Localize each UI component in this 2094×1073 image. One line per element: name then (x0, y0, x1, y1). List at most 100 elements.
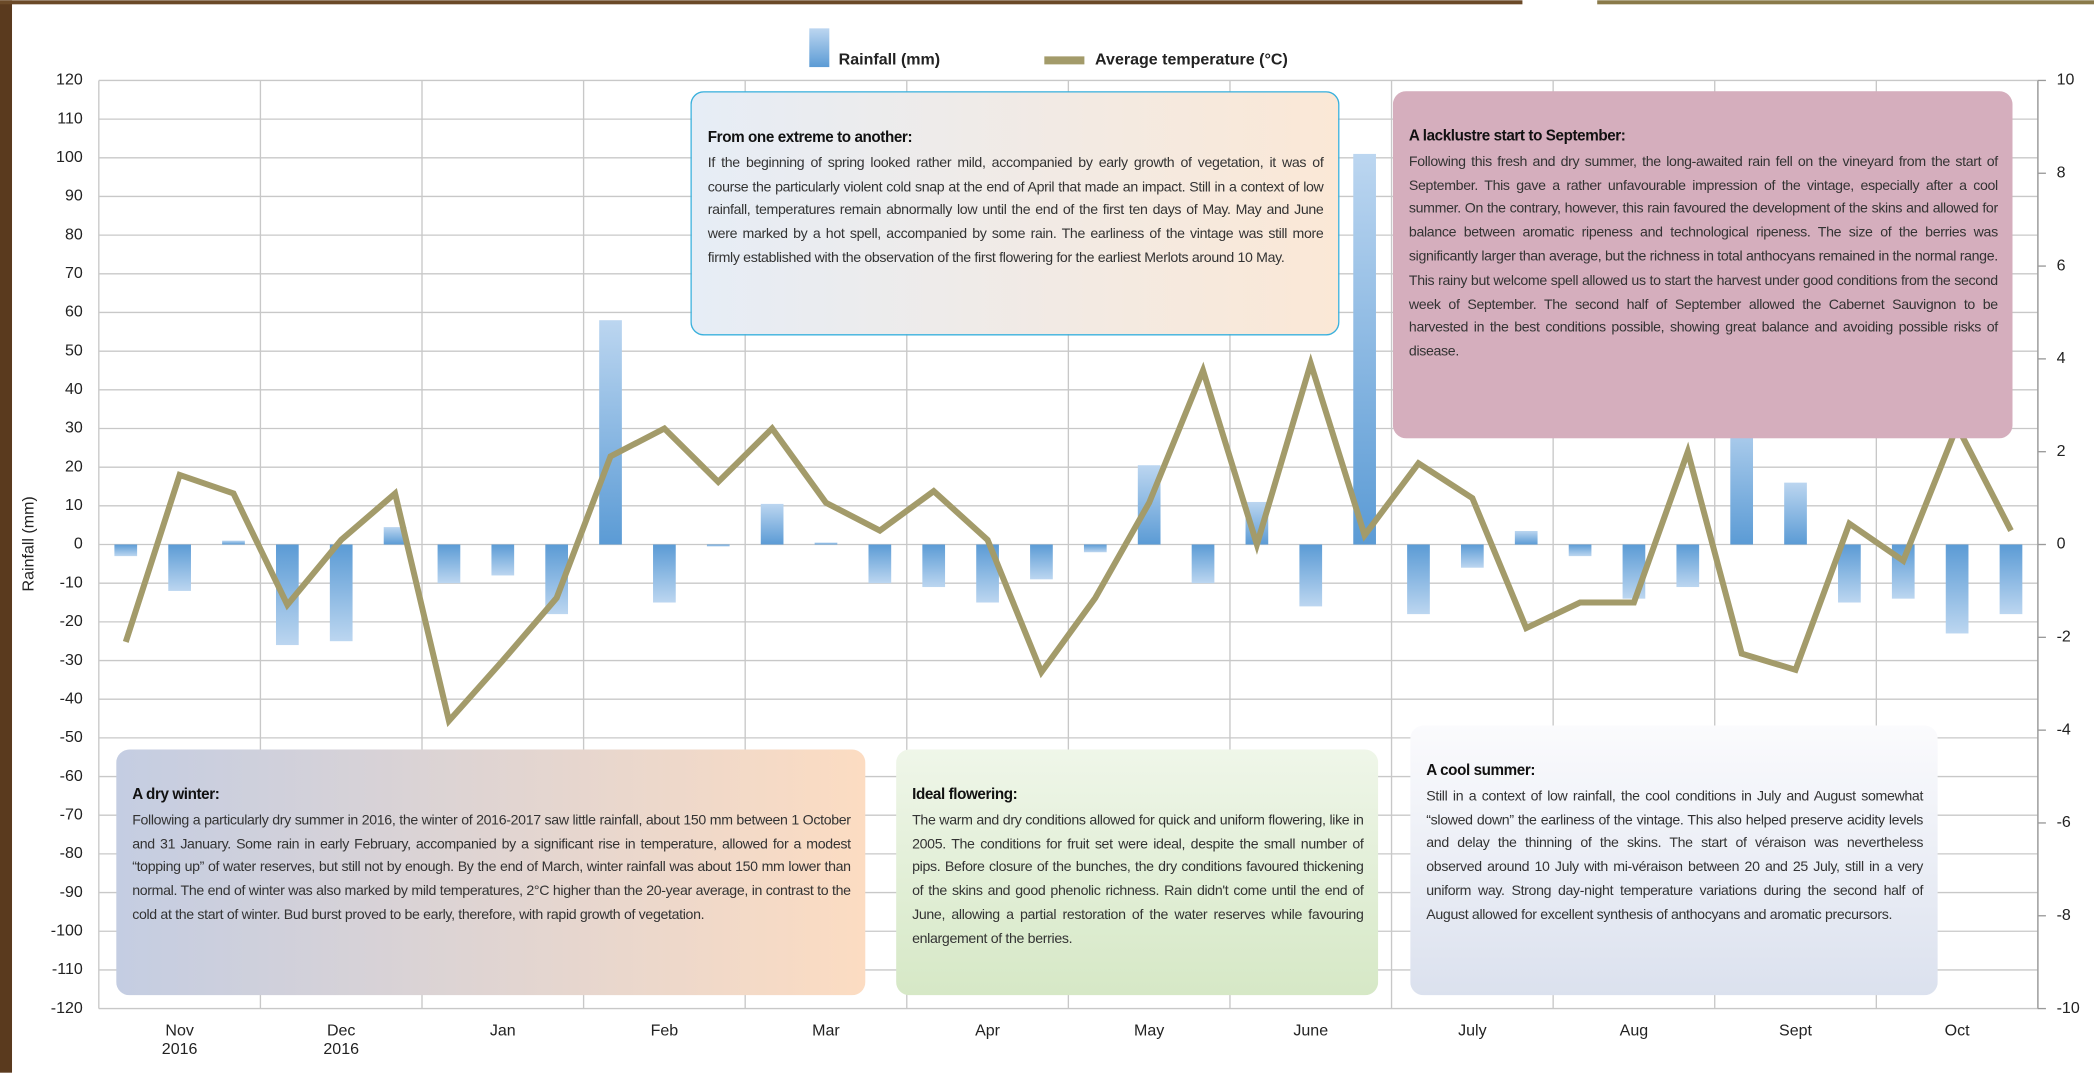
legend: Rainfall (mm) Average temperature (°C) (809, 28, 1288, 69)
lines (122, 353, 2014, 728)
annotation-box: A lacklustre start to September: Followin… (1392, 91, 2013, 439)
y-tick-label: -30 (60, 651, 83, 669)
x-tick-label: Oct (1945, 1022, 1970, 1040)
y2-tick-label: -6 (2057, 813, 2071, 831)
bar (1730, 409, 1754, 545)
x-tick-label: Apr (975, 1022, 1001, 1040)
annotation-title: A cool summer: (1426, 762, 1536, 779)
y-tick-label: 110 (57, 109, 83, 127)
bars (114, 153, 2023, 646)
y-tick-label: 30 (65, 419, 83, 437)
y-tick-label: 10 (65, 496, 83, 514)
bar (329, 544, 353, 642)
y-tick-label: 0 (74, 535, 83, 553)
annotation: A lacklustre start to September: Followin… (1392, 91, 2013, 439)
legend-swatch (809, 28, 830, 68)
annotation-text: Following this fresh and dry summer, the… (1408, 153, 1998, 360)
y2-tick-label: -10 (2057, 999, 2080, 1017)
bar (545, 544, 569, 615)
bar (1514, 530, 1538, 545)
legend-label: Rainfall (mm) (839, 51, 940, 69)
y2-tick-label: -4 (2057, 720, 2071, 738)
annotations: From one extreme to another: If the begin… (116, 91, 2013, 996)
bar (222, 540, 245, 545)
y-tick-label: -120 (51, 999, 83, 1017)
y2-tick-label: 2 (2057, 442, 2066, 460)
labels: -120-110-100-90-80-70-60-50-40-30-20-100… (20, 28, 2080, 1058)
annotation-text: Still in a context of low rainfall, the … (1426, 787, 1924, 923)
y-tick-label: 70 (65, 264, 83, 282)
y2-tick-label: -8 (2057, 906, 2071, 924)
bar (1568, 544, 1592, 557)
bar (922, 544, 946, 588)
bar (653, 544, 676, 603)
bar (599, 320, 622, 545)
bar (1784, 482, 1807, 545)
y-tick-label: -90 (60, 883, 83, 901)
annotation-box: A cool summer: Still in a context of low … (1410, 725, 1938, 996)
y-tick-label: 20 (65, 457, 83, 475)
bar (1460, 544, 1484, 568)
bar (437, 544, 461, 584)
bar (114, 544, 138, 557)
bar (383, 527, 407, 545)
y2-tick-label: 4 (2057, 349, 2066, 367)
annotation: A dry winter: Following a particularly dr… (116, 749, 866, 996)
bar (1353, 153, 1376, 545)
temperature-line (122, 353, 2014, 728)
annotation: A cool summer: Still in a context of low … (1410, 725, 1938, 996)
legend-label: Average temperature (°C) (1095, 51, 1288, 69)
x-tick-label: Jan (490, 1022, 516, 1040)
y-tick-label: -70 (60, 805, 83, 823)
y2-tick-label: 0 (2057, 535, 2066, 553)
y-tick-label: -60 (60, 767, 83, 785)
bar (1999, 544, 2023, 615)
bar (168, 544, 191, 591)
annotation: Ideal flowering: The warm and dry conditi… (896, 749, 1379, 996)
y-tick-label: 80 (65, 225, 83, 243)
annotation-box: From one extreme to another: If the begin… (690, 91, 1340, 336)
x-tick-label: Nov 2016 (162, 1022, 198, 1059)
bar (1030, 544, 1053, 580)
y-axis-label: Rainfall (mm) (20, 496, 38, 591)
bar (1945, 544, 1969, 634)
y-tick-label: -10 (60, 573, 83, 591)
bar (814, 542, 838, 545)
bar (491, 544, 515, 576)
y-tick-label: -80 (60, 844, 83, 862)
y2-tick-label: 6 (2057, 256, 2066, 274)
x-tick-label: Aug (1620, 1022, 1649, 1040)
x-tick-label: July (1458, 1022, 1486, 1040)
y-tick-label: 50 (65, 341, 83, 359)
annotation-title: Ideal flowering: (912, 786, 1018, 803)
y-tick-label: -100 (51, 921, 83, 939)
y-tick-label: -50 (60, 728, 83, 746)
y-tick-label: -40 (60, 689, 83, 707)
annotation-box: A dry winter: Following a particularly dr… (116, 749, 866, 996)
y-tick-label: -20 (60, 612, 83, 630)
annotation-text: If the beginning of spring looked rather… (707, 154, 1324, 267)
y-tick-label: 40 (65, 380, 83, 398)
bar (1083, 544, 1107, 553)
annotation-title: A dry winter: (132, 786, 220, 803)
x-tick-label: Dec 2016 (323, 1022, 359, 1059)
y-tick-label: 90 (65, 187, 83, 205)
y-tick-label: 60 (65, 303, 83, 321)
bar (1676, 544, 1700, 588)
x-tick-label: Mar (812, 1022, 840, 1040)
bar (868, 544, 892, 584)
bar (1838, 544, 1861, 603)
annotation-text: The warm and dry conditions allowed for … (912, 812, 1364, 947)
y-tick-label: 120 (56, 71, 83, 89)
annotation-title: From one extreme to another: (707, 129, 913, 146)
x-tick-label: Feb (651, 1022, 679, 1040)
bar (1407, 544, 1430, 615)
y2-tick-label: 8 (2057, 163, 2066, 181)
annotation-box: Ideal flowering: The warm and dry conditi… (896, 749, 1379, 996)
y-tick-label: -110 (52, 960, 83, 978)
y2-tick-label: -2 (2057, 628, 2071, 646)
x-tick-label: May (1134, 1022, 1164, 1040)
bar (275, 544, 299, 646)
